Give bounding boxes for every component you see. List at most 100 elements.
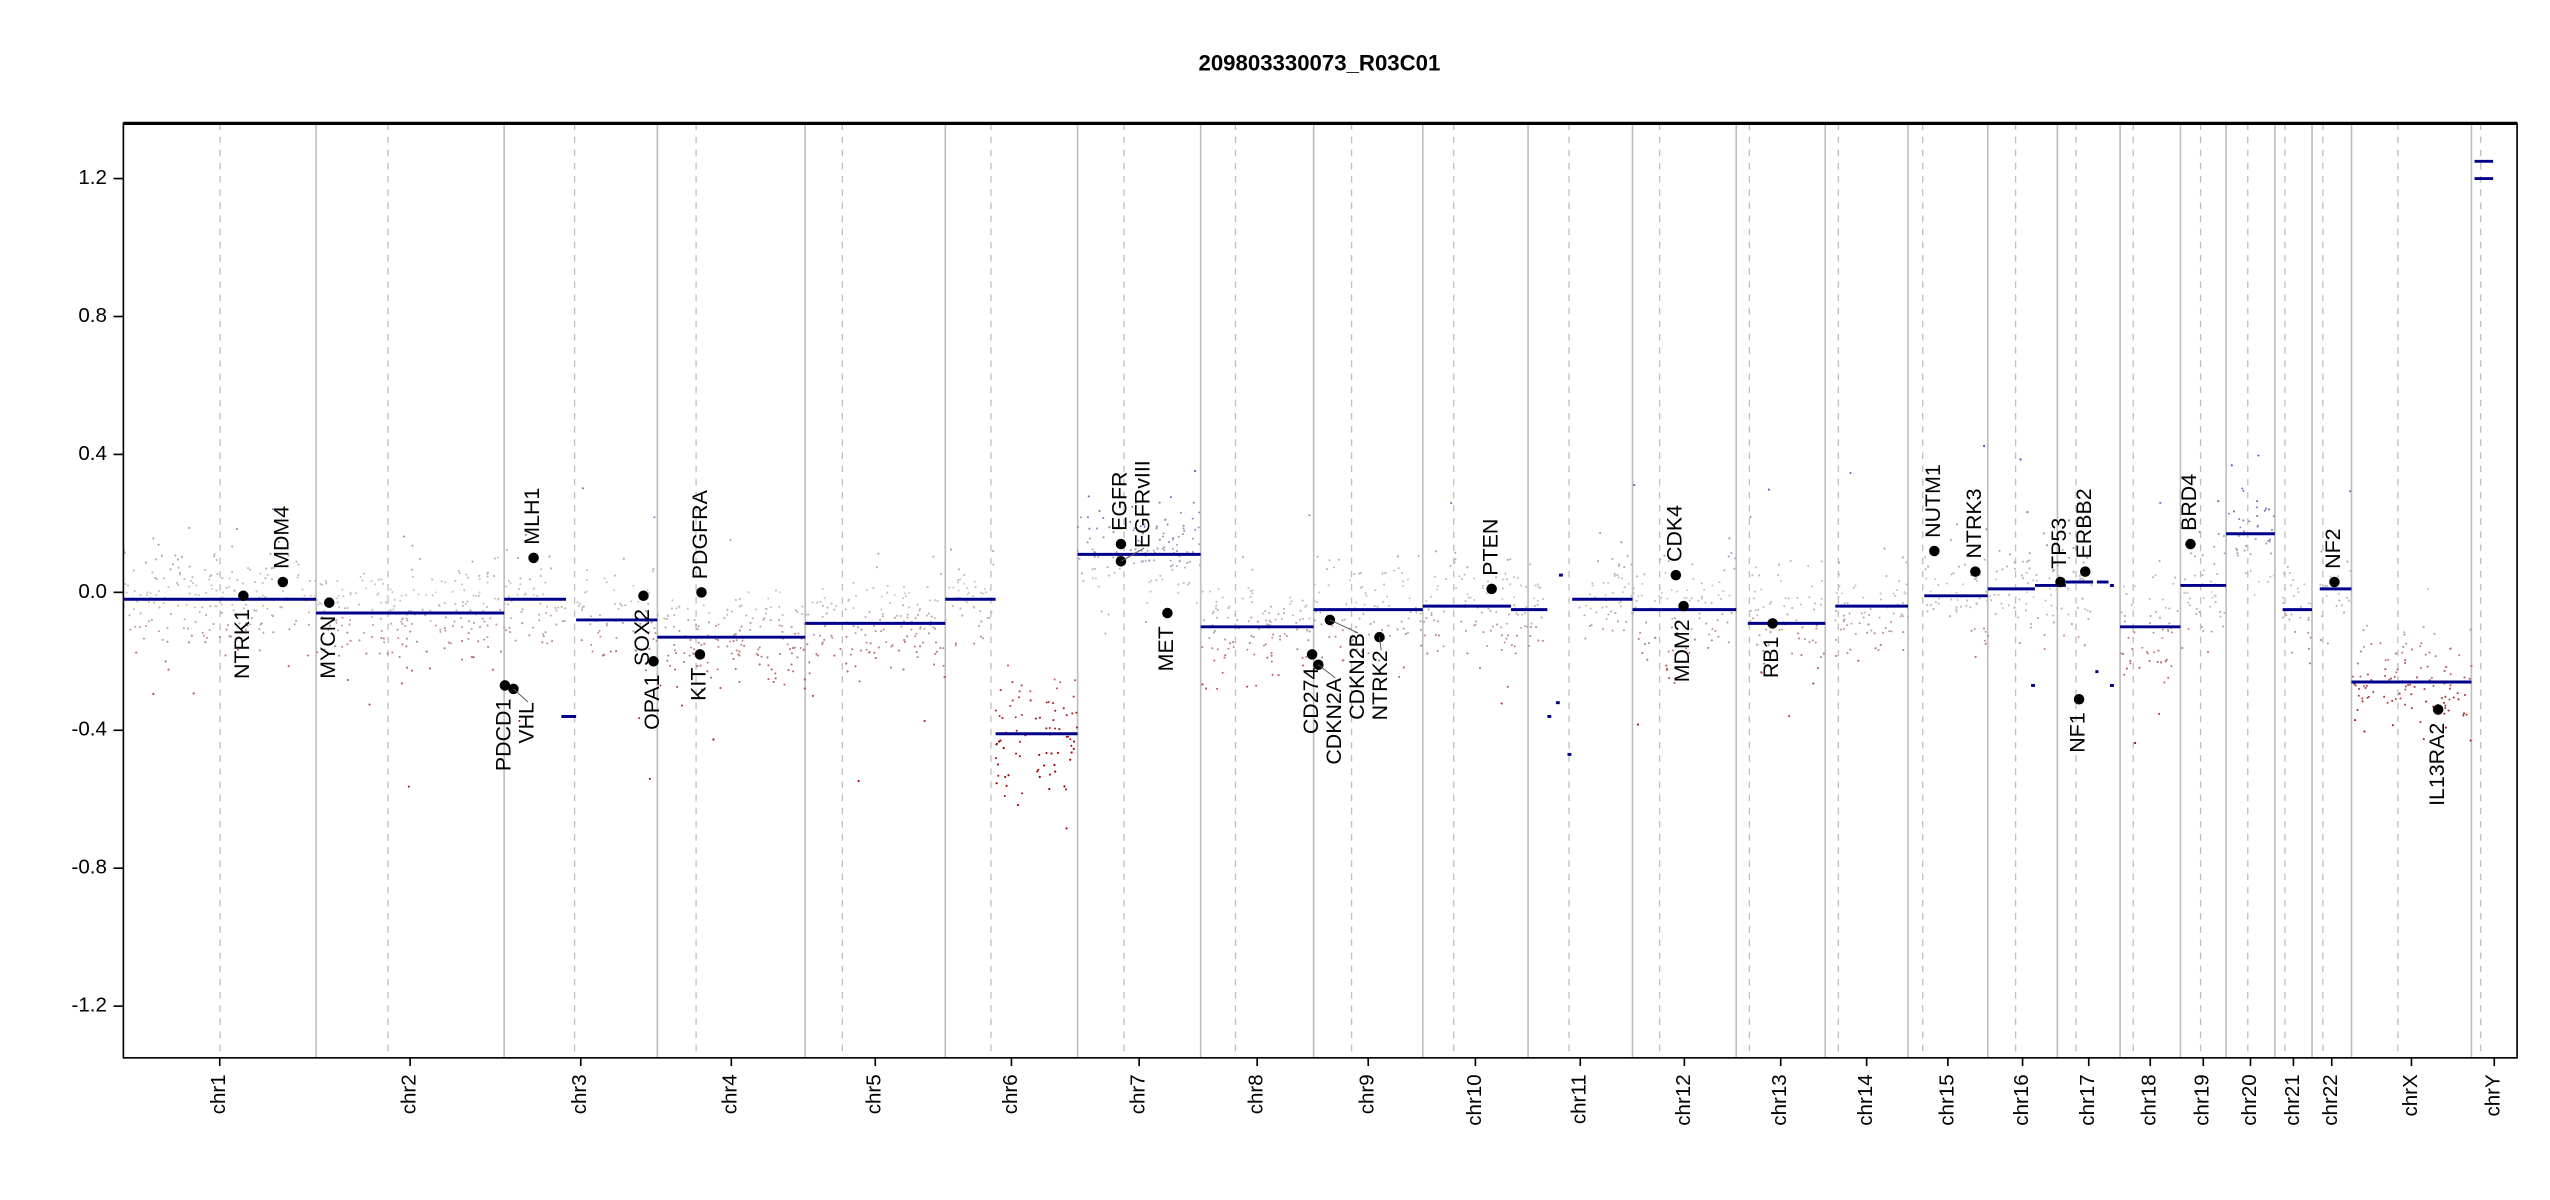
probe-point [358,639,361,642]
probe-point [2183,591,2186,594]
probe-point [210,584,213,587]
probe-point [1003,794,1006,797]
probe-point [177,558,179,561]
probe-point [185,603,188,606]
probe-point [483,638,486,641]
probe-point [1299,609,1302,612]
probe-point [341,616,344,619]
probe-point [1059,681,1062,684]
probe-point [499,608,502,611]
probe-point [797,632,800,635]
probe-point [1002,747,1005,750]
probe-point [730,652,733,655]
probe-point [2086,609,2089,612]
probe-point [1082,580,1085,583]
probe-point [1753,590,1756,593]
probe-point [391,651,394,654]
probe-point [764,607,767,610]
probe-point [648,592,651,595]
probe-point [603,653,606,656]
probe-point [157,589,160,592]
probe-point [599,635,602,638]
probe-point [1277,674,1280,677]
probe-point [1018,690,1021,693]
probe-point [730,610,733,613]
probe-point [973,606,976,609]
probe-point [2189,604,2192,607]
probe-point [774,677,777,680]
gene-label: EGFR [1108,472,1132,531]
probe-point [1686,589,1689,592]
probe-point [760,655,763,658]
probe-point [2343,611,2346,614]
probe-point [335,597,338,600]
probe-point [1241,597,1244,600]
probe-point [852,581,855,584]
probe-point [1622,591,1625,594]
probe-point [620,604,623,607]
probe-point [622,557,625,560]
probe-point [2026,560,2029,563]
probe-point [2402,645,2405,648]
probe-point [485,606,488,609]
probe-point [1664,572,1667,575]
probe-point [2433,632,2436,635]
probe-point [158,606,161,609]
probe-point [161,638,164,641]
probe-point [1054,770,1057,773]
probe-point [1382,600,1385,603]
probe-point [1100,610,1103,613]
probe-point [1849,472,1852,474]
probe-point [1728,537,1731,540]
probe-point [1519,584,1522,587]
probe-point [546,605,549,608]
probe-point [424,614,427,617]
probe-point [1299,618,1302,621]
probe-point [1899,615,1902,618]
probe-point [806,643,809,646]
probe-point [1473,599,1476,601]
probe-point [538,619,541,622]
probe-point [259,572,262,575]
gene-label: ERBB2 [2072,488,2096,558]
probe-point [195,584,198,587]
probe-point [1769,602,1772,605]
probe-point [1927,565,1930,568]
probe-point [902,620,905,623]
probe-point [1589,593,1592,596]
probe-point [2290,613,2293,616]
probe-point [236,579,239,582]
probe-point [680,704,683,707]
probe-point [2354,719,2357,722]
probe-point [2257,580,2260,583]
probe-point [2254,538,2257,541]
probe-point [799,647,802,650]
probe-point [2209,605,2212,608]
gene-point [1115,538,1127,550]
probe-point [258,627,261,630]
probe-point [2052,570,2054,573]
probe-point [930,615,933,618]
probe-point [714,638,717,641]
probe-point [1224,638,1227,641]
probe-point [1708,633,1711,636]
probe-point [518,719,521,722]
probe-point [1358,572,1361,575]
probe-point [1232,646,1235,649]
probe-point [1009,704,1012,707]
probe-point [815,653,818,656]
x-tick-label: chr22 [2319,1074,2342,1125]
probe-point [1529,635,1532,638]
probe-point [1810,585,1813,588]
probe-point [1143,523,1146,526]
probe-point [288,628,291,631]
probe-point [1289,596,1292,599]
probe-point [1355,640,1358,643]
probe-point [1270,605,1273,608]
probe-point [188,585,191,588]
probe-point [1246,648,1249,651]
probe-point [793,646,796,649]
probe-point [493,557,496,560]
probe-point [1162,532,1165,535]
probe-point [2084,608,2087,611]
